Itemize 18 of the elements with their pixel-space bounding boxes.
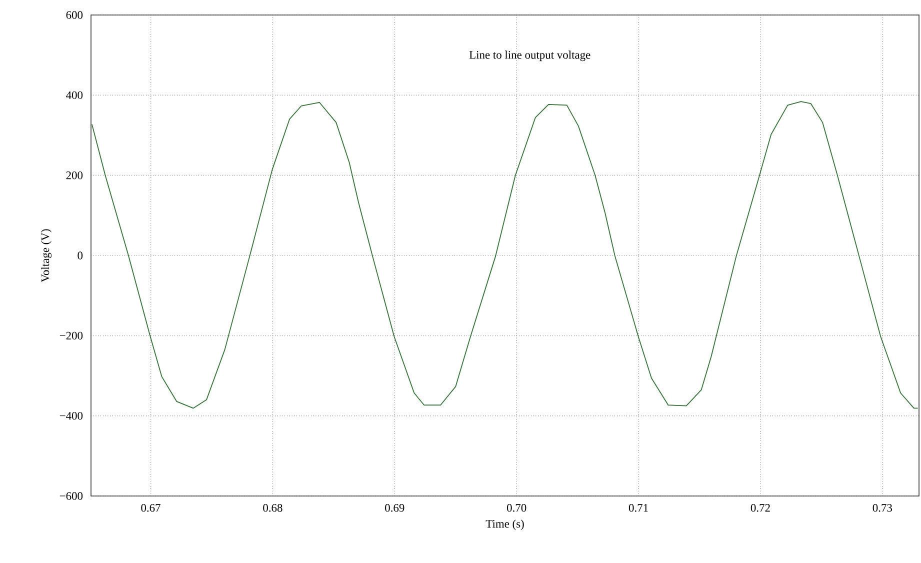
line-series: [92, 101, 918, 409]
annotation: Line to line output voltage: [469, 50, 590, 62]
y-tick-label: 200: [66, 171, 83, 180]
y-tick-label: −200: [60, 332, 83, 340]
x-tick-label: 0.69: [385, 504, 404, 512]
x-tick-label: 0.72: [750, 504, 770, 512]
y-axis-title: Voltage (V): [41, 229, 52, 282]
x-tick-label: 0.71: [628, 504, 648, 512]
x-tick-label: 0.70: [507, 504, 526, 512]
x-axis-title: Time (s): [486, 520, 524, 530]
x-tick-label: 0.73: [872, 504, 892, 512]
x-tick-label: 0.68: [263, 504, 282, 512]
y-tick-label: −400: [60, 412, 83, 420]
y-tick-label: 400: [66, 91, 83, 100]
y-tick-label: −600: [60, 492, 83, 500]
y-tick-label: 600: [66, 11, 83, 19]
x-tick-label: 0.67: [141, 504, 160, 512]
y-tick-label: 0: [78, 252, 83, 260]
